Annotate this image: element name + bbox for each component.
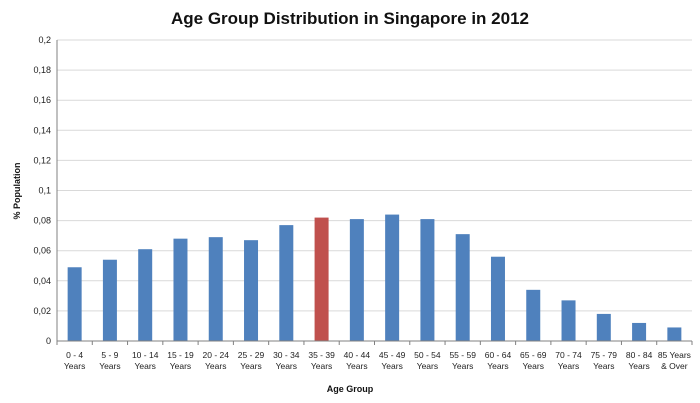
x-tick-label: Years (381, 361, 402, 371)
x-tick-label: Years (487, 361, 508, 371)
y-tick-label: 0,06 (33, 246, 51, 256)
y-tick-label: 0,08 (33, 216, 51, 226)
x-tick-label: Years (593, 361, 614, 371)
gridlines (57, 39, 692, 312)
bar (208, 237, 223, 341)
y-tick-label: 0,12 (33, 155, 51, 165)
bar (490, 256, 505, 341)
x-tick-label: 85 Years (658, 350, 691, 360)
bars (67, 214, 682, 341)
x-tick-label: 30 - 34 (273, 350, 300, 360)
bar (173, 238, 188, 341)
x-tick-label: 45 - 49 (379, 350, 406, 360)
x-tick-label: 15 - 19 (167, 350, 194, 360)
bar (138, 249, 153, 341)
x-tick-label: 40 - 44 (344, 350, 371, 360)
x-tick-label: Years (346, 361, 367, 371)
x-tick-label: 60 - 64 (485, 350, 512, 360)
x-tick-label: Years (558, 361, 579, 371)
y-tick-label: 0,14 (33, 125, 51, 135)
y-axis-ticks: 0 0,02 0,04 0,06 0,08 0,1 0,12 0,14 0,16 0,18 0,2 (33, 35, 51, 346)
bar (561, 300, 576, 341)
y-axis-label: % Population (12, 163, 22, 220)
y-tick-label: 0,2 (38, 35, 51, 45)
x-tick-label: Years (205, 361, 226, 371)
x-tick-label: Years (134, 361, 155, 371)
x-tick-label: Years (311, 361, 332, 371)
x-tick-label: 10 - 14 (132, 350, 159, 360)
x-tick-label: 20 - 24 (203, 350, 230, 360)
x-tick-label: Years (64, 361, 85, 371)
x-tick-label: 80 - 84 (626, 350, 653, 360)
x-tick-label: 35 - 39 (308, 350, 335, 360)
x-tick-label: 5 - 9 (101, 350, 118, 360)
bar (279, 225, 294, 341)
y-tick-label: 0,1 (38, 186, 51, 196)
x-tick-label: 25 - 29 (238, 350, 265, 360)
bar (102, 259, 117, 341)
chart-title: Age Group Distribution in Singapore in 2… (171, 9, 529, 28)
y-tick-label: 0,02 (33, 306, 51, 316)
y-tick-label: 0 (46, 336, 51, 346)
y-tick-label: 0,18 (33, 65, 51, 75)
x-tick-label: Years (240, 361, 261, 371)
bar (455, 234, 470, 341)
x-tick-label: Years (628, 361, 649, 371)
x-tick-label: Years (452, 361, 473, 371)
bar (244, 240, 259, 341)
bar (632, 322, 647, 341)
bar (420, 219, 435, 341)
x-tick-label: & Over (661, 361, 688, 371)
bar (385, 214, 400, 341)
x-tick-label: 55 - 59 (449, 350, 476, 360)
x-tick-label: Years (99, 361, 120, 371)
bar (349, 219, 364, 341)
bar (314, 217, 329, 341)
x-tick-label: Years (417, 361, 438, 371)
x-tick-label: 50 - 54 (414, 350, 441, 360)
bar (526, 289, 541, 341)
x-tick-label: 75 - 79 (591, 350, 618, 360)
x-tick-label: Years (276, 361, 297, 371)
bar (67, 267, 82, 341)
y-tick-label: 0,16 (33, 95, 51, 105)
x-tick-label: Years (523, 361, 544, 371)
y-tick-label: 0,04 (33, 276, 51, 286)
bar (667, 327, 682, 341)
x-tick-label: 0 - 4 (66, 350, 83, 360)
x-tick-label: Years (170, 361, 191, 371)
x-tick-label: 70 - 74 (555, 350, 582, 360)
x-tick-label: 65 - 69 (520, 350, 547, 360)
bar (596, 313, 611, 341)
x-axis-label: Age Group (327, 384, 374, 394)
